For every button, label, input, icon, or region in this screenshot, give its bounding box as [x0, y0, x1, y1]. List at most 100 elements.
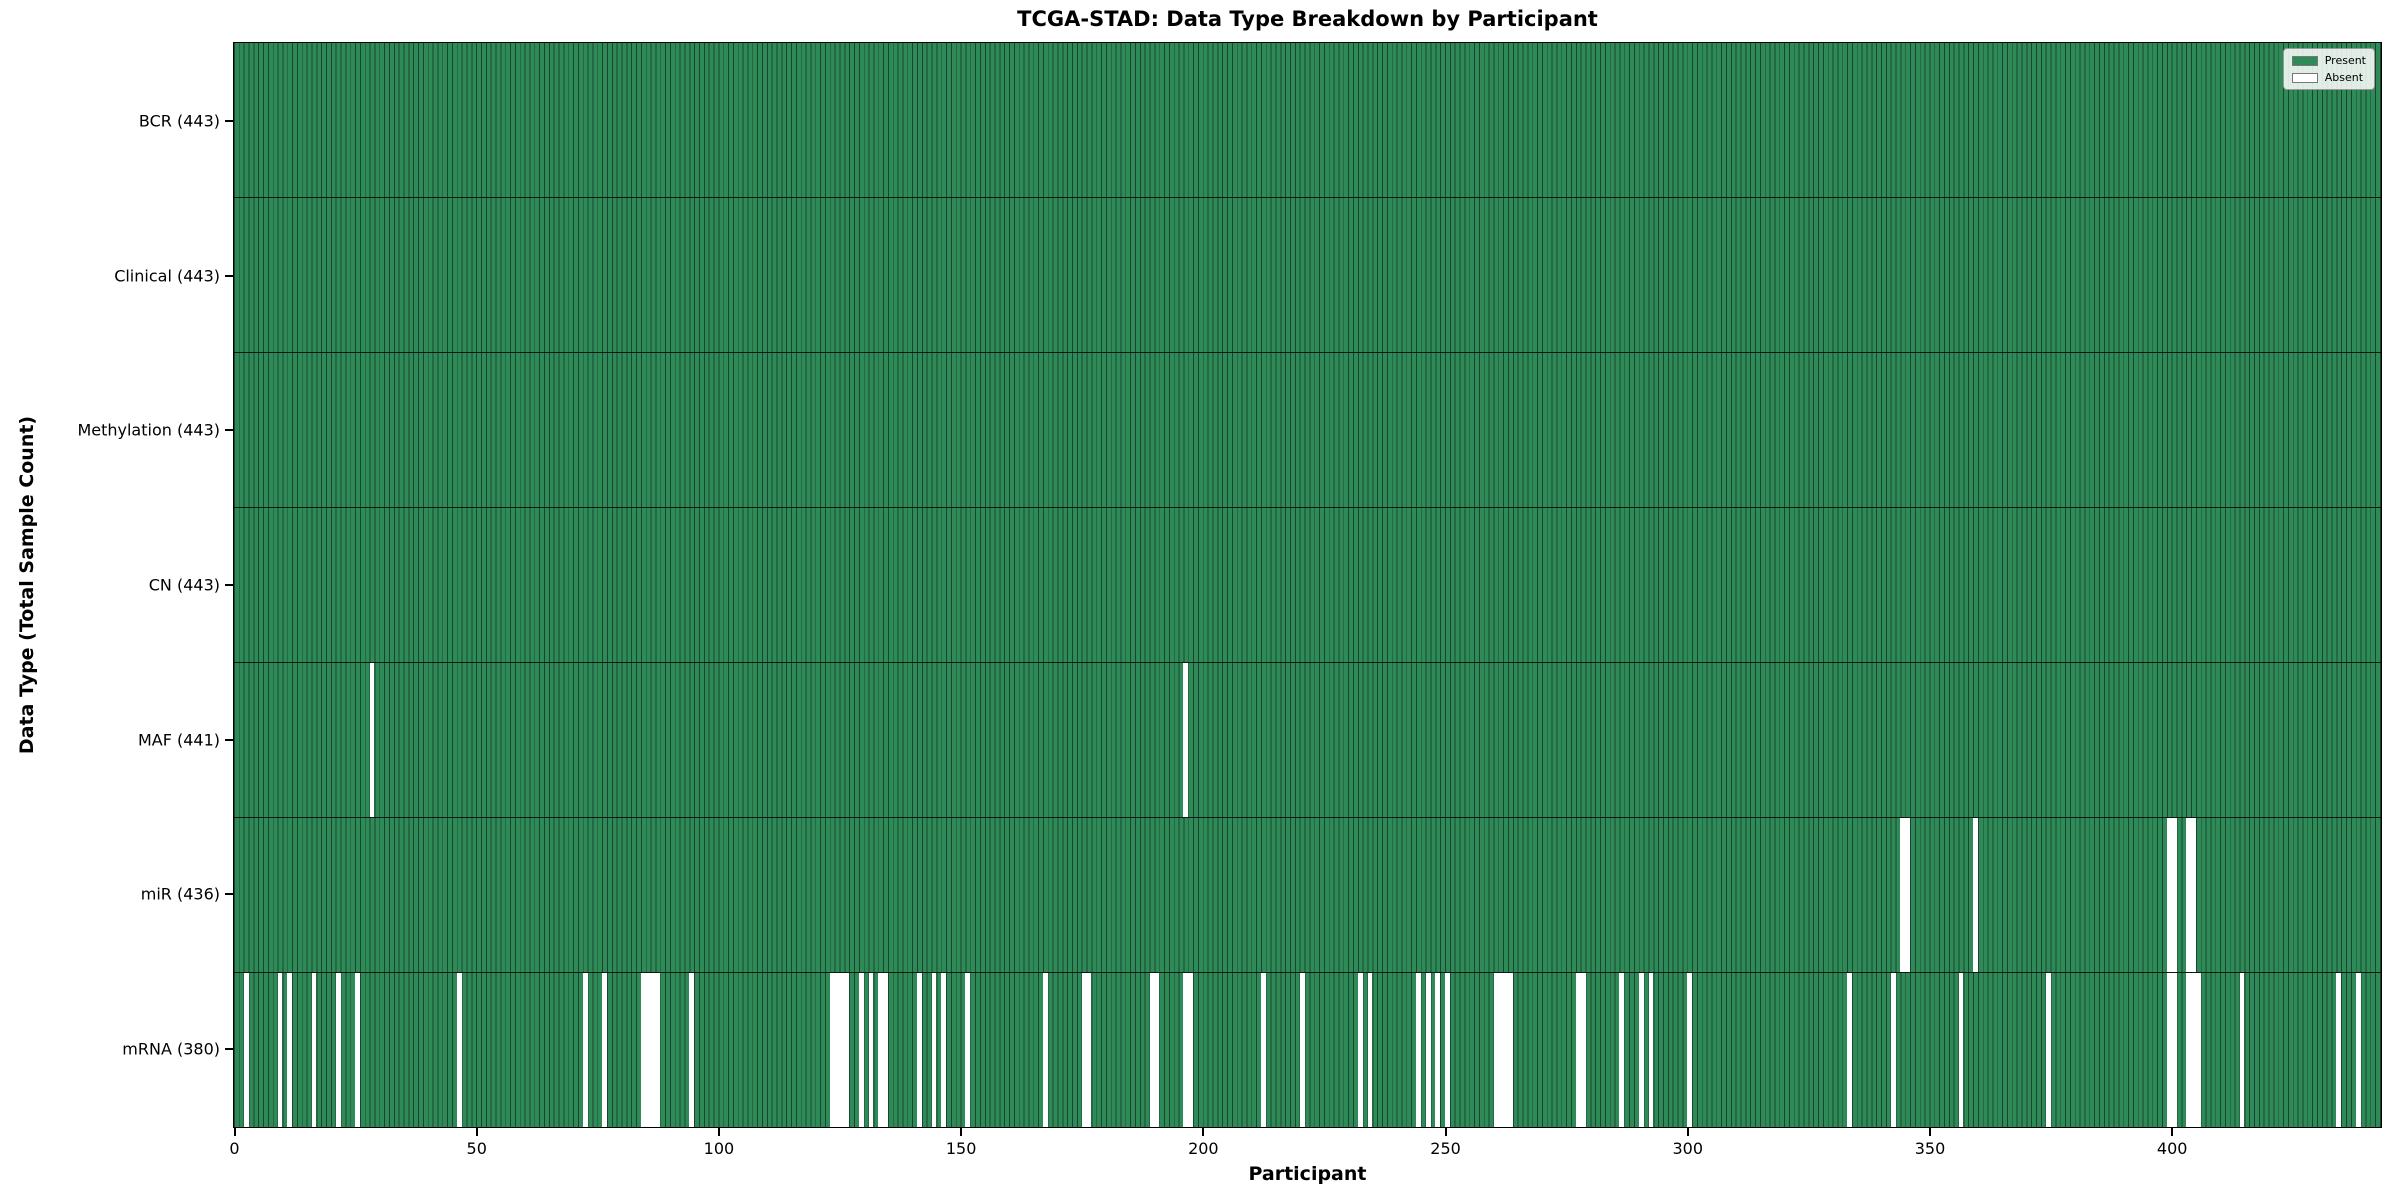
chart-title: TCGA-STAD: Data Type Breakdown by Partic… — [1017, 7, 1598, 31]
y-tick-mark — [225, 893, 233, 896]
absent-gap-mRNA-190 — [1154, 973, 1160, 1127]
x-tick-label-150: 150 — [945, 1139, 977, 1158]
absent-gap-mRNA-46 — [456, 973, 462, 1127]
absent-gap-mRNA-232 — [1357, 973, 1363, 1127]
absent-gap-MAF-28 — [369, 663, 375, 817]
absent-gap-mRNA-11 — [287, 973, 293, 1127]
absent-gap-mRNA-123 — [829, 973, 835, 1127]
legend-label-present: Present — [2324, 54, 2366, 67]
absent-gap-miR-344 — [1900, 818, 1906, 972]
y-tick-mark — [225, 119, 233, 122]
absent-gap-miR-359 — [1973, 818, 1978, 972]
absent-gap-miR-404 — [2191, 818, 2196, 972]
x-tick-label-50: 50 — [466, 1139, 487, 1158]
absent-gap-mRNA-126 — [844, 973, 850, 1127]
y-tick-mark — [225, 584, 233, 586]
absent-gap-mRNA-9 — [277, 973, 283, 1127]
absent-gap-mRNA-25 — [355, 973, 360, 1127]
absent-gap-mRNA-333 — [1847, 973, 1852, 1127]
absent-gap-mRNA-146 — [941, 973, 947, 1127]
absent-gap-mRNA-197 — [1188, 973, 1194, 1127]
absent-gap-mRNA-356 — [1958, 973, 1964, 1127]
absent-gap-miR-400 — [2171, 818, 2177, 972]
x-tick-label-300: 300 — [1672, 1139, 1704, 1158]
y-tick-label-Clinical: Clinical (443) — [114, 266, 220, 286]
x-tick-mark — [1686, 1128, 1689, 1136]
absent-gap-mRNA-405 — [2195, 973, 2201, 1127]
x-tick-mark — [1444, 1128, 1447, 1136]
absent-gap-mRNA-16 — [311, 973, 317, 1127]
y-tick-mark — [225, 429, 233, 432]
absent-gap-miR-399 — [2166, 818, 2172, 972]
absent-gap-mRNA-129 — [858, 973, 864, 1127]
absent-gap-mRNA-133 — [878, 973, 884, 1127]
absent-gap-mRNA-248 — [1435, 973, 1441, 1127]
y-tick-mark — [225, 274, 233, 277]
heatmap-grid — [234, 43, 2381, 1127]
absent-gap-mRNA-414 — [2239, 973, 2245, 1127]
y-tick-label-BCR: BCR (443) — [138, 111, 220, 131]
x-tick-mark — [1202, 1128, 1205, 1136]
absent-gap-mRNA-212 — [1260, 973, 1266, 1127]
row-Clinical — [234, 198, 2381, 353]
absent-gap-mRNA-167 — [1042, 973, 1048, 1127]
legend-item-present: Present — [2291, 54, 2366, 67]
row-mRNA — [234, 973, 2381, 1127]
absent-gap-mRNA-176 — [1086, 973, 1092, 1127]
absent-gap-mRNA-262 — [1503, 973, 1509, 1127]
absent-gap-mRNA-196 — [1183, 973, 1189, 1127]
plot-area: Present Absent — [233, 42, 2382, 1128]
absent-gap-mRNA-260 — [1493, 973, 1499, 1127]
absent-gap-mRNA-246 — [1425, 973, 1431, 1127]
x-tick-mark — [233, 1128, 236, 1136]
legend-label-absent: Absent — [2324, 71, 2364, 84]
y-tick-mark — [225, 738, 233, 741]
absent-gap-mRNA-134 — [883, 973, 888, 1127]
y-tick-label-miR: miR (436) — [140, 884, 220, 904]
absent-gap-mRNA-85 — [645, 973, 651, 1127]
absent-gap-mRNA-244 — [1415, 973, 1421, 1127]
row-CN — [234, 508, 2381, 663]
absent-gap-mRNA-278 — [1580, 973, 1586, 1127]
row-MAF — [234, 663, 2381, 818]
absent-gap-mRNA-277 — [1575, 973, 1581, 1127]
absent-gap-mRNA-175 — [1081, 973, 1087, 1127]
y-tick-label-Methylation: Methylation (443) — [77, 420, 220, 440]
absent-gap-mRNA-263 — [1508, 973, 1513, 1127]
absent-gap-mRNA-261 — [1498, 973, 1504, 1127]
absent-gap-mRNA-131 — [868, 973, 874, 1127]
absent-gap-mRNA-124 — [834, 973, 840, 1127]
absent-gap-mRNA-189 — [1149, 973, 1155, 1127]
absent-gap-miR-345 — [1905, 818, 1911, 972]
absent-gap-mRNA-374 — [2045, 973, 2051, 1127]
absent-gap-mRNA-72 — [582, 973, 588, 1127]
absent-gap-mRNA-403 — [2186, 973, 2192, 1127]
absent-gap-mRNA-86 — [650, 973, 656, 1127]
legend-swatch-absent-icon — [2291, 72, 2318, 83]
y-tick-mark — [225, 1048, 233, 1051]
absent-gap-mRNA-141 — [917, 973, 922, 1127]
absent-gap-mRNA-234 — [1367, 973, 1373, 1127]
row-BCR — [234, 43, 2381, 198]
absent-gap-mRNA-399 — [2166, 973, 2172, 1127]
x-tick-label-100: 100 — [703, 1139, 735, 1158]
absent-gap-mRNA-94 — [689, 973, 695, 1127]
absent-gap-mRNA-125 — [839, 973, 845, 1127]
x-axis-title: Participant — [1248, 1163, 1367, 1185]
absent-gap-mRNA-404 — [2191, 973, 2196, 1127]
legend-item-absent: Absent — [2291, 71, 2366, 84]
absent-gap-mRNA-286 — [1619, 973, 1625, 1127]
row-Methylation — [234, 353, 2381, 508]
x-tick-mark — [960, 1128, 963, 1136]
absent-gap-mRNA-220 — [1299, 973, 1305, 1127]
absent-gap-mRNA-438 — [2355, 973, 2361, 1127]
absent-gap-MAF-196 — [1183, 663, 1189, 817]
absent-gap-mRNA-21 — [335, 973, 341, 1127]
absent-gap-mRNA-292 — [1648, 973, 1654, 1127]
x-tick-mark — [1928, 1128, 1931, 1136]
row-miR — [234, 818, 2381, 973]
legend: Present Absent — [2282, 48, 2375, 90]
y-tick-label-CN: CN (443) — [148, 575, 220, 595]
absent-gap-mRNA-2 — [243, 973, 249, 1127]
